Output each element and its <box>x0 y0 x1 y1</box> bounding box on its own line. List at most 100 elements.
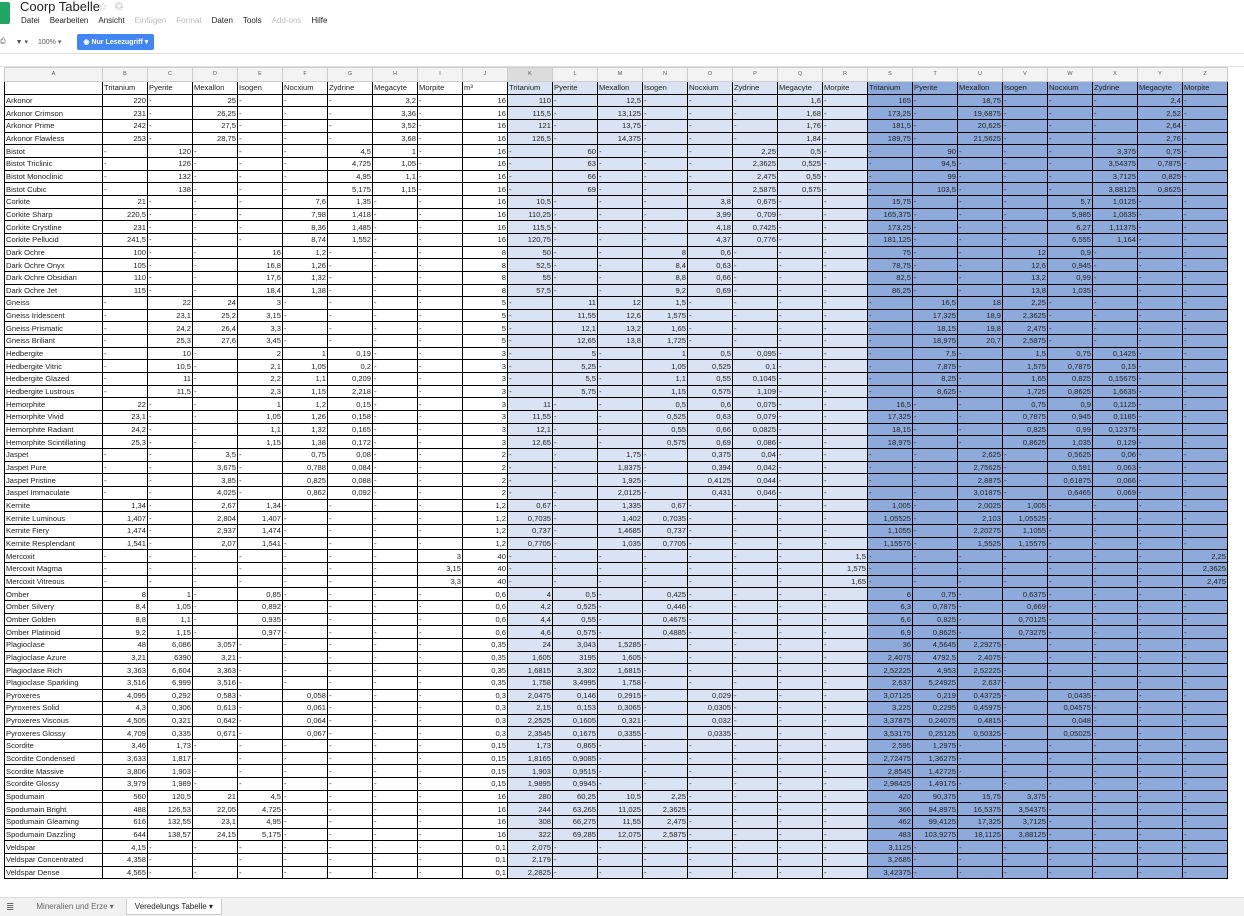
value-cell[interactable]: - <box>642 448 688 462</box>
value-cell[interactable]: - <box>1137 853 1183 867</box>
mineral-name-cell[interactable]: Hemorphite Vivid <box>4 410 103 424</box>
document-title[interactable]: Coorp Tabelle <box>20 0 100 14</box>
value-cell[interactable]: - <box>327 308 373 323</box>
value-cell[interactable]: 16 <box>462 194 508 209</box>
value-cell[interactable]: - <box>372 865 418 880</box>
value-cell[interactable]: - <box>1182 207 1228 222</box>
value-cell[interactable]: - <box>732 625 778 639</box>
value-cell[interactable]: - <box>1182 688 1228 703</box>
value-cell[interactable]: 5,175 <box>327 182 373 196</box>
value-cell[interactable]: 0,669 <box>1002 599 1048 614</box>
mineral-name-cell[interactable]: Arkonor Prime <box>4 118 103 133</box>
value-cell[interactable]: - <box>192 853 238 867</box>
value-cell[interactable]: - <box>417 498 463 513</box>
value-cell[interactable]: - <box>957 182 1003 196</box>
value-cell[interactable]: 0,55 <box>777 169 823 184</box>
value-cell[interactable]: 1,32 <box>282 270 328 285</box>
value-cell[interactable]: 0,4815 <box>957 713 1003 728</box>
value-cell[interactable]: - <box>417 625 463 639</box>
value-cell[interactable]: - <box>372 448 418 462</box>
column-header-C[interactable]: C <box>147 67 193 82</box>
value-cell[interactable]: - <box>1182 713 1228 728</box>
value-cell[interactable]: - <box>417 853 463 867</box>
value-cell[interactable]: 0,5 <box>642 397 688 412</box>
value-cell[interactable]: 0,525 <box>552 599 598 614</box>
value-cell[interactable]: 12,1 <box>552 321 598 336</box>
value-cell[interactable]: - <box>1137 726 1183 741</box>
value-cell[interactable]: - <box>957 435 1003 450</box>
value-cell[interactable]: - <box>1092 296 1138 310</box>
value-cell[interactable]: - <box>687 789 733 804</box>
header-cell[interactable]: Megacyte <box>1137 81 1183 95</box>
mineral-name-cell[interactable]: Gneiss <box>4 296 103 310</box>
mineral-name-cell[interactable]: Dark Ochre Onyx <box>4 258 103 272</box>
value-cell[interactable]: - <box>417 283 463 298</box>
value-cell[interactable]: - <box>1182 245 1228 260</box>
mineral-name-cell[interactable]: Hemorphite <box>4 397 103 412</box>
value-cell[interactable]: - <box>417 448 463 462</box>
value-cell[interactable]: - <box>552 131 598 146</box>
value-cell[interactable]: 3,363 <box>102 663 148 677</box>
value-cell[interactable]: 1,65 <box>822 574 868 589</box>
value-cell[interactable]: - <box>1137 599 1183 614</box>
value-cell[interactable]: - <box>1092 713 1138 728</box>
value-cell[interactable]: - <box>777 739 823 753</box>
value-cell[interactable]: - <box>597 258 643 272</box>
value-cell[interactable]: - <box>372 334 418 348</box>
value-cell[interactable]: - <box>417 207 463 222</box>
value-cell[interactable]: 4,95 <box>237 815 283 829</box>
value-cell[interactable]: - <box>282 574 328 589</box>
mineral-name-cell[interactable]: Jaspet Immaculate <box>4 486 103 500</box>
value-cell[interactable]: 1,05 <box>237 410 283 424</box>
header-cell[interactable]: Pyerite <box>147 81 193 95</box>
value-cell[interactable]: 3,85 <box>192 473 238 487</box>
value-cell[interactable]: - <box>147 523 193 538</box>
value-cell[interactable]: 2,72475 <box>867 751 913 766</box>
value-cell[interactable]: - <box>687 675 733 690</box>
value-cell[interactable]: 1,15575 <box>867 536 913 551</box>
value-cell[interactable]: 1,11375 <box>1092 220 1138 234</box>
value-cell[interactable]: 7,875 <box>912 359 958 374</box>
value-cell[interactable]: - <box>1137 764 1183 779</box>
column-header-P[interactable]: P <box>732 67 778 82</box>
value-cell[interactable]: 0,55 <box>642 422 688 437</box>
value-cell[interactable]: - <box>327 789 373 804</box>
value-cell[interactable]: 0,75 <box>1137 144 1183 158</box>
value-cell[interactable]: 5,5 <box>552 372 598 386</box>
column-header-I[interactable]: I <box>417 67 463 82</box>
value-cell[interactable]: - <box>822 334 868 348</box>
value-cell[interactable]: 12,6 <box>1002 258 1048 272</box>
value-cell[interactable]: - <box>192 359 238 374</box>
value-cell[interactable]: - <box>822 764 868 779</box>
value-cell[interactable]: 3,15 <box>417 561 463 576</box>
value-cell[interactable]: - <box>687 612 733 627</box>
value-cell[interactable]: 2,4 <box>1137 93 1183 108</box>
value-cell[interactable]: - <box>417 169 463 184</box>
value-cell[interactable]: - <box>1137 296 1183 310</box>
value-cell[interactable]: - <box>282 296 328 310</box>
value-cell[interactable]: 1,76 <box>777 118 823 133</box>
value-cell[interactable]: - <box>642 840 688 855</box>
value-cell[interactable]: - <box>687 498 733 513</box>
value-cell[interactable]: 0,3 <box>462 726 508 741</box>
value-cell[interactable]: - <box>372 713 418 728</box>
value-cell[interactable]: 2,475 <box>642 815 688 829</box>
value-cell[interactable]: - <box>327 574 373 589</box>
value-cell[interactable]: - <box>372 777 418 791</box>
value-cell[interactable]: 0,15 <box>462 777 508 791</box>
value-cell[interactable]: - <box>102 321 148 336</box>
value-cell[interactable]: - <box>372 460 418 475</box>
value-cell[interactable]: - <box>642 637 688 652</box>
value-cell[interactable]: 0,6 <box>462 612 508 627</box>
value-cell[interactable]: - <box>822 827 868 842</box>
value-cell[interactable]: - <box>867 169 913 184</box>
value-cell[interactable]: - <box>507 384 553 399</box>
value-cell[interactable]: - <box>102 296 148 310</box>
value-cell[interactable]: 1,5285 <box>597 637 643 652</box>
value-cell[interactable]: 0,5 <box>687 346 733 361</box>
value-cell[interactable]: 5,25 <box>552 359 598 374</box>
value-cell[interactable]: - <box>102 448 148 462</box>
value-cell[interactable]: - <box>417 372 463 386</box>
mineral-name-cell[interactable]: Hedbergite <box>4 346 103 361</box>
value-cell[interactable]: 0,613 <box>192 701 238 715</box>
